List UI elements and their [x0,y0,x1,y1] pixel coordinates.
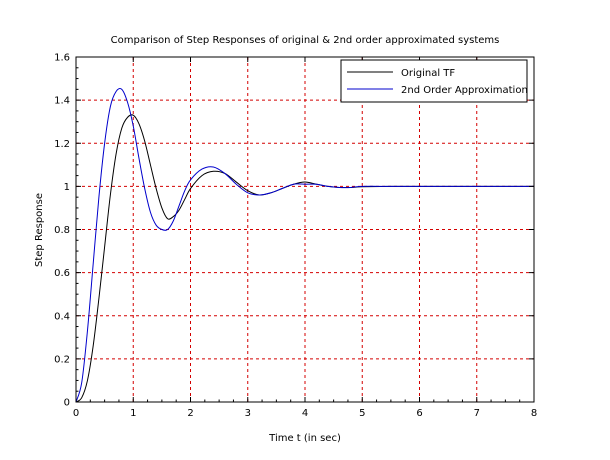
chart-title: Comparison of Step Responses of original… [111,35,500,46]
x-tick-label: 6 [416,408,422,419]
x-axis-label: Time t (in sec) [268,433,341,444]
legend-label-original-tf: Original TF [401,68,455,79]
x-tick-label: 2 [187,408,193,419]
y-tick-label: 1.4 [54,96,70,107]
y-tick-label: 0.6 [54,268,70,279]
y-tick-label: 0.2 [54,354,70,365]
x-tick-label: 8 [531,408,537,419]
x-tick-label: 3 [245,408,251,419]
x-tick-label: 1 [130,408,136,419]
x-tick-label: 5 [359,408,365,419]
y-tick-label: 1.2 [54,139,70,150]
series-lines [75,87,534,403]
axis-ticks: 0 1 2 3 4 5 6 7 8 0 0.2 0.4 0.6 0.8 1 1.2 1.4 1.6 [54,53,537,420]
legend: Original TF 2nd Order Approximation [340,59,528,103]
plot-area: 0 1 2 3 4 5 6 7 8 0 0.2 0.4 0.6 0.8 1 1.2 1.4 1.6 [54,53,537,420]
x-tick-label: 7 [474,408,480,419]
legend-label-2nd-order: 2nd Order Approximation [401,85,528,96]
y-tick-label: 1.6 [54,53,70,64]
y-axis-label: Step Response [34,193,45,267]
y-tick-label: 0.4 [54,311,70,322]
y-tick-label: 0 [64,398,70,409]
y-tick-label: 1 [64,182,70,193]
series-line-2nd-order-approximation [75,87,534,403]
y-tick-label: 0.8 [54,225,70,236]
x-tick-label: 4 [302,408,308,419]
x-tick-label: 0 [73,408,79,419]
legend-box [340,59,528,103]
grid [76,57,534,402]
